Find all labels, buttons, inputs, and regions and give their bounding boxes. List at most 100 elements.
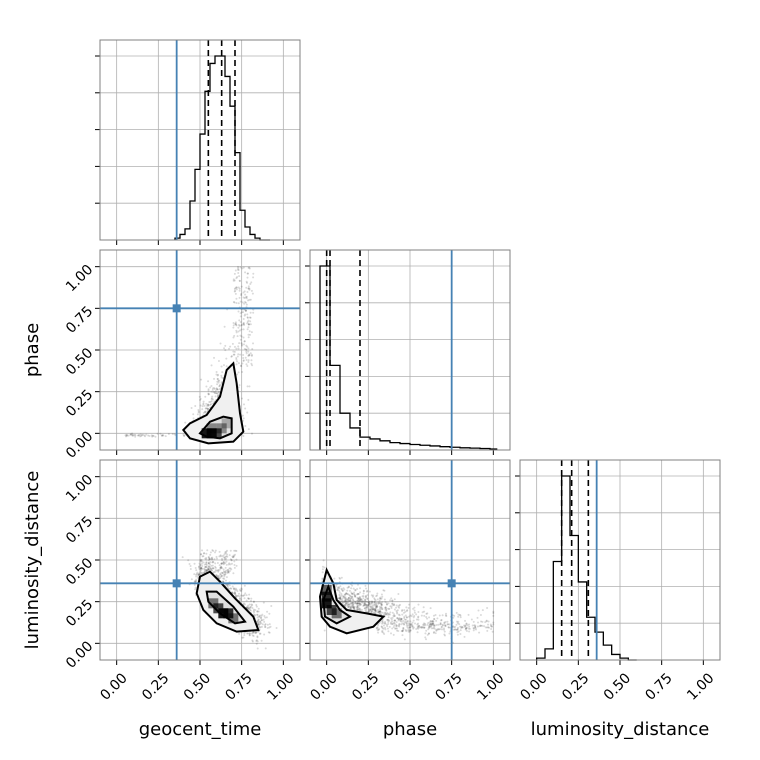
scatter-point [452, 616, 455, 619]
x-tick-label: 0.00 [517, 670, 550, 703]
scatter-point [334, 585, 337, 588]
scatter-point [405, 630, 408, 633]
scatter-point [252, 276, 255, 279]
scatter-point [383, 613, 386, 616]
scatter-point [380, 603, 383, 606]
scatter-point [408, 626, 411, 629]
scatter-point [204, 410, 207, 413]
scatter-point [197, 576, 200, 579]
scatter-point [387, 620, 390, 623]
scatter-point [340, 587, 343, 590]
scatter-point [197, 410, 200, 413]
scatter-point [347, 606, 350, 609]
scatter-point [234, 593, 237, 596]
scatter-point [350, 607, 353, 610]
scatter-point [217, 394, 220, 397]
scatter-point [456, 628, 459, 631]
scatter-point [378, 597, 381, 600]
scatter-point [413, 614, 416, 617]
scatter-point [249, 320, 252, 323]
scatter-point [240, 342, 243, 345]
scatter-point [440, 625, 443, 628]
scatter-point [232, 279, 235, 282]
scatter-point [222, 568, 225, 571]
scatter-point [390, 597, 393, 600]
scatter-point [423, 614, 426, 617]
scatter-point [234, 549, 237, 552]
scatter-point [275, 626, 278, 629]
scatter-point [260, 622, 263, 625]
scatter-point [252, 608, 255, 611]
scatter-point [201, 568, 204, 571]
scatter-point [379, 610, 382, 613]
scatter-point [376, 592, 379, 595]
scatter-point [426, 623, 429, 626]
scatter-point [380, 606, 383, 609]
scatter-point [403, 609, 406, 612]
scatter-point [235, 357, 238, 360]
scatter-point [475, 628, 478, 631]
scatter-point [428, 616, 431, 619]
density-cell [221, 418, 232, 429]
scatter-point [196, 413, 199, 416]
scatter-point [404, 610, 407, 613]
scatter-point [237, 594, 240, 597]
scatter-point [355, 593, 358, 596]
scatter-point [233, 301, 236, 304]
scatter-point [236, 355, 239, 358]
histogram-luminosity_distance [536, 475, 637, 661]
scatter-point [489, 624, 492, 627]
scatter-point [391, 599, 394, 602]
scatter-point [220, 566, 223, 569]
scatter-point [246, 272, 249, 275]
scatter-point [206, 408, 209, 411]
scatter-point [364, 598, 367, 601]
scatter-point [243, 597, 246, 600]
scatter-point [365, 604, 368, 607]
scatter-point [358, 597, 361, 600]
scatter-point [423, 610, 426, 613]
scatter-point [354, 602, 357, 605]
scatter-point [244, 309, 247, 312]
scatter-point [210, 398, 213, 401]
scatter-point [245, 295, 248, 298]
scatter-point [357, 600, 360, 603]
scatter-point [391, 602, 394, 605]
density-cell [228, 613, 239, 624]
scatter-point [138, 434, 141, 437]
scatter-point [435, 619, 438, 622]
scatter-point [355, 602, 358, 605]
scatter-point [227, 571, 230, 574]
scatter-point [341, 601, 344, 604]
scatter-point [341, 600, 344, 603]
density-cell [216, 423, 227, 434]
scatter-point [248, 593, 251, 596]
scatter-point [199, 567, 202, 570]
scatter-point [335, 583, 338, 586]
scatter-point [323, 629, 326, 632]
scatter-point [363, 602, 366, 605]
scatter-point [401, 630, 404, 633]
scatter-point [417, 618, 420, 621]
scatter-point [353, 594, 356, 597]
scatter-point [238, 319, 241, 322]
scatter-point [396, 627, 399, 630]
scatter-point [347, 596, 350, 599]
scatter-point [363, 602, 366, 605]
scatter-point [243, 594, 246, 597]
scatter-point [246, 290, 249, 293]
scatter-point [231, 585, 234, 588]
scatter-point [244, 301, 247, 304]
scatter-point [208, 568, 211, 571]
scatter-point [416, 623, 419, 626]
scatter-point [130, 433, 133, 436]
scatter-point [395, 620, 398, 623]
scatter-point [470, 618, 473, 621]
scatter-point [465, 622, 468, 625]
scatter-point [433, 618, 436, 621]
scatter-point [360, 598, 363, 601]
scatter-point [461, 626, 464, 629]
scatter-point [381, 620, 384, 623]
scatter-point [242, 434, 245, 437]
scatter-point [193, 580, 196, 583]
